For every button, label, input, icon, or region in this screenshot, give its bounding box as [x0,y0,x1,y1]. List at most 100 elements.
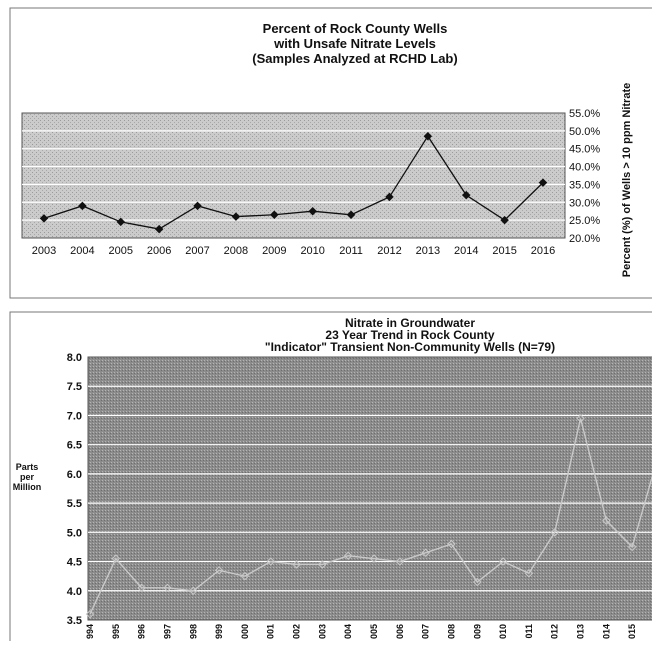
y-tick-label: 50.0% [569,126,600,138]
y-tick-label: 35.0% [569,179,600,191]
data-point [500,215,509,225]
x-tick-label: 998 [188,624,198,639]
x-tick-label: 2015 [492,245,516,257]
data-point [346,210,356,220]
data-point [369,554,379,563]
data-point [189,586,198,596]
top-chart-gridlines [22,130,565,221]
data-point [308,206,317,216]
data-point [627,542,637,552]
data-point [318,560,327,569]
x-tick-label: 2010 [300,245,324,257]
bottom-plot-area [87,356,652,621]
data-point [385,192,394,202]
data-point [576,414,585,423]
x-tick-label: 001 [266,624,276,639]
top-chart-title-line-3: (Samples Analyzed at RCHD Lab) [252,51,457,66]
data-point [111,554,121,563]
y-tick-label: 40.0% [569,162,600,174]
top-chart-series [39,131,548,234]
data-point [461,190,471,200]
x-tick-label: 004 [343,624,353,639]
bottom-chart-y-axis-label-line-1: Parts [16,462,39,472]
data-point [137,583,146,593]
top-chart-title-line-2: with Unsafe Nitrate Levels [273,36,436,51]
y-tick-label: 5.5 [67,498,82,510]
x-tick-label: 010 [498,624,508,639]
data-point [421,548,430,558]
top-chart-y-axis-label: Percent (%) of Wells > 10 ppm Nitrate [621,83,633,278]
top-chart-x-tick-labels: 2003 2004 2005 2006 2007 2008 2009 2010 2011 2012… [32,245,555,257]
data-point [163,583,172,593]
series-line [43,135,544,230]
x-tick-label: 996 [137,624,147,639]
data-point [538,178,548,187]
y-tick-label: 20.0% [569,233,600,245]
data-point [473,577,482,587]
x-tick-label: 2004 [70,245,94,257]
y-tick-label: 30.0% [569,197,600,209]
x-tick-label: 015 [627,624,637,639]
y-tick-label: 6.5 [67,440,82,452]
x-tick-label: 999 [214,624,224,639]
bottom-chart-x-tick-labels: 994 995 996 997 998 999 000 001 002 003 004 005 006 0… [85,624,637,639]
x-tick-label: 009 [472,624,482,639]
y-tick-label: 6.0 [67,469,82,481]
x-tick-label: 2008 [224,245,248,257]
data-point [395,557,405,566]
data-point [266,557,275,566]
top-chart-title-line-1: Percent of Rock County Wells [263,21,448,36]
bottom-chart-y-axis-label-line-2: per [20,472,35,482]
y-tick-label: 8.0 [67,352,82,364]
x-tick-label: 2009 [262,245,286,257]
x-tick-label: 002 [292,624,302,639]
x-tick-label: 003 [317,624,327,639]
data-point [292,560,301,569]
bottom-chart-series [85,414,652,619]
data-point [240,571,250,581]
data-point [193,201,202,211]
y-tick-label: 25.0% [569,215,600,227]
x-tick-label: 2011 [339,245,363,257]
data-point [231,212,241,221]
y-tick-label: 5.0 [67,527,82,539]
top-plot-area [21,112,566,239]
y-tick-label: 4.5 [67,557,82,569]
bottom-chart-title-line-3: "Indicator" Transient Non-Community Well… [265,340,555,354]
x-tick-label: 012 [550,624,560,639]
x-tick-label: 2007 [185,245,209,257]
x-tick-label: 994 [85,624,95,639]
bottom-chart-y-axis-label-line-3: Million [13,482,42,492]
y-tick-label: 3.5 [67,615,82,627]
bottom-chart-title-line-2: 23 Year Trend in Rock County [325,328,494,342]
bottom-chart-y-tick-labels: 3.5 4.0 4.5 5.0 5.5 6.0 6.5 7.0 7.5 8.0 [67,352,82,627]
y-tick-label: 7.5 [67,381,82,393]
x-tick-label: 2014 [454,245,478,257]
data-point [550,528,559,537]
y-tick-label: 45.0% [569,144,600,156]
data-point [498,557,508,566]
x-tick-label: 2003 [32,245,56,257]
x-tick-label: 007 [421,624,431,639]
x-tick-label: 2005 [109,245,133,257]
x-tick-label: 008 [446,624,456,639]
data-point [39,214,49,223]
x-tick-label: 2013 [416,245,440,257]
x-tick-label: 2012 [377,245,401,257]
x-tick-label: 013 [576,624,586,639]
data-point [447,539,456,549]
bottom-chart-title-line-1: Nitrate in Groundwater [345,316,475,330]
data-point [78,201,87,211]
data-point [85,609,95,619]
top-chart-y-tick-labels: 20.0% 25.0% 30.0% 35.0% 40.0% 45.0% 50.0% 55.0% [569,108,600,245]
data-point [602,516,611,525]
data-point [270,210,279,220]
x-tick-label: 014 [601,624,611,639]
data-point [116,217,126,227]
data-point [343,551,353,560]
y-tick-label: 7.0 [67,410,82,422]
y-tick-label: 55.0% [569,108,600,120]
x-tick-label: 005 [369,624,379,639]
